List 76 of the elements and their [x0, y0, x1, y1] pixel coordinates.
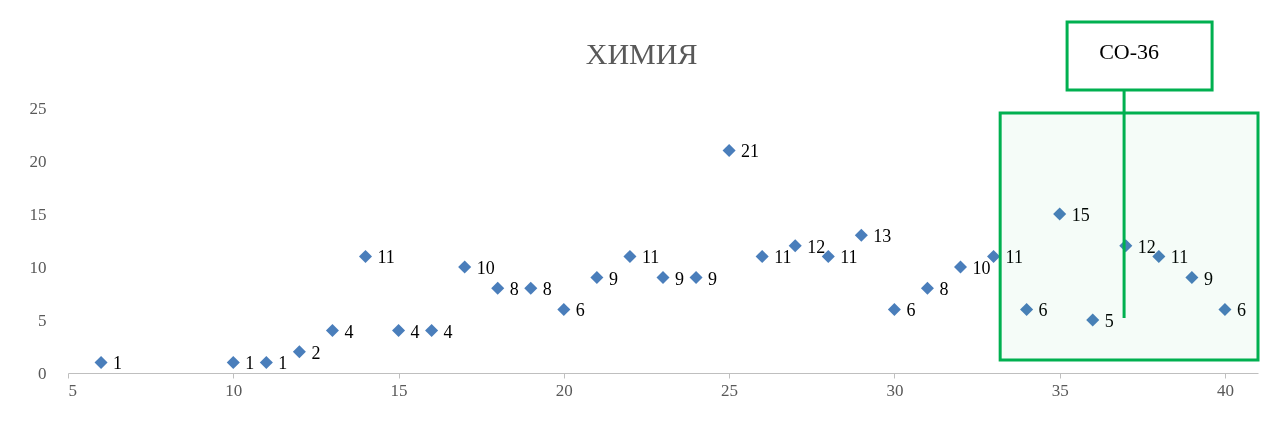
point	[689, 271, 703, 285]
point	[325, 324, 339, 338]
data-label: 15	[1071, 205, 1090, 225]
point	[722, 143, 736, 157]
point	[259, 355, 273, 369]
data-label: 9	[708, 268, 718, 289]
data-label: 11	[1170, 247, 1189, 268]
point	[524, 281, 538, 295]
point	[1020, 302, 1034, 316]
data-label: 4	[410, 321, 420, 342]
data-label: 11	[641, 247, 660, 268]
band-label: СО-36	[1099, 39, 1160, 64]
y-tick-label: 5	[38, 310, 47, 330]
data-label: 5	[1104, 311, 1114, 331]
data-label: 9	[1203, 268, 1213, 289]
data-label: 10	[972, 258, 991, 278]
x-tick-label: 40	[1216, 380, 1234, 400]
data-label: 8	[939, 279, 949, 300]
point	[953, 260, 968, 274]
point	[656, 271, 670, 285]
data-label: 8	[509, 279, 519, 300]
data-label: 6	[906, 300, 916, 321]
x-tick-label: 30	[886, 380, 904, 400]
data-label: 1	[113, 353, 123, 374]
point	[920, 281, 934, 295]
data-label: 11	[377, 247, 395, 268]
data-label: 4	[344, 321, 354, 342]
point	[358, 249, 373, 263]
data-label: 6	[1236, 300, 1246, 321]
y-tick-label: 20	[29, 151, 47, 171]
data-label: 13	[873, 226, 892, 247]
point	[1218, 302, 1232, 316]
y-tick-label: 0	[38, 363, 47, 383]
data-label: 1	[278, 353, 288, 374]
x-tick-label: 25	[721, 380, 739, 400]
data-label: 11	[840, 247, 858, 268]
point	[1053, 207, 1067, 221]
point	[557, 302, 571, 316]
y-tick-label: 15	[29, 204, 47, 224]
y-tick-label: 25	[29, 98, 47, 118]
data-label: 9	[608, 268, 618, 289]
x-tick-label: 20	[555, 380, 573, 400]
x-tick-label: 15	[390, 380, 408, 400]
point	[1086, 313, 1100, 327]
data-label: 1	[245, 353, 255, 374]
point	[458, 260, 472, 274]
point	[854, 228, 868, 242]
data-label: 12	[807, 236, 826, 257]
point	[887, 302, 901, 316]
point	[226, 355, 240, 369]
point	[392, 324, 406, 338]
point	[425, 324, 439, 338]
point	[590, 271, 604, 285]
point	[94, 355, 108, 369]
data-label: 21	[741, 141, 760, 162]
point	[755, 249, 769, 263]
point	[491, 281, 505, 295]
data-label: 4	[443, 321, 453, 342]
point	[292, 345, 306, 359]
x-tick-label: 5	[68, 380, 77, 400]
data-label: 10	[476, 258, 495, 278]
data-label: 11	[1005, 247, 1023, 268]
data-label: 8	[542, 279, 552, 300]
point	[623, 249, 637, 263]
data-label: 6	[1038, 300, 1048, 321]
data-label: 11	[774, 247, 792, 268]
data-label: 6	[575, 300, 585, 321]
data-label: 2	[311, 342, 321, 363]
y-tick-label: 10	[29, 257, 47, 277]
chart-title: ХИМИЯ	[585, 37, 698, 70]
point	[1185, 271, 1199, 285]
point	[987, 249, 1001, 263]
data-label: 9	[675, 268, 684, 289]
x-tick-label: 10	[225, 380, 243, 400]
x-tick-label: 35	[1051, 380, 1069, 400]
data-label: 12	[1137, 236, 1156, 257]
